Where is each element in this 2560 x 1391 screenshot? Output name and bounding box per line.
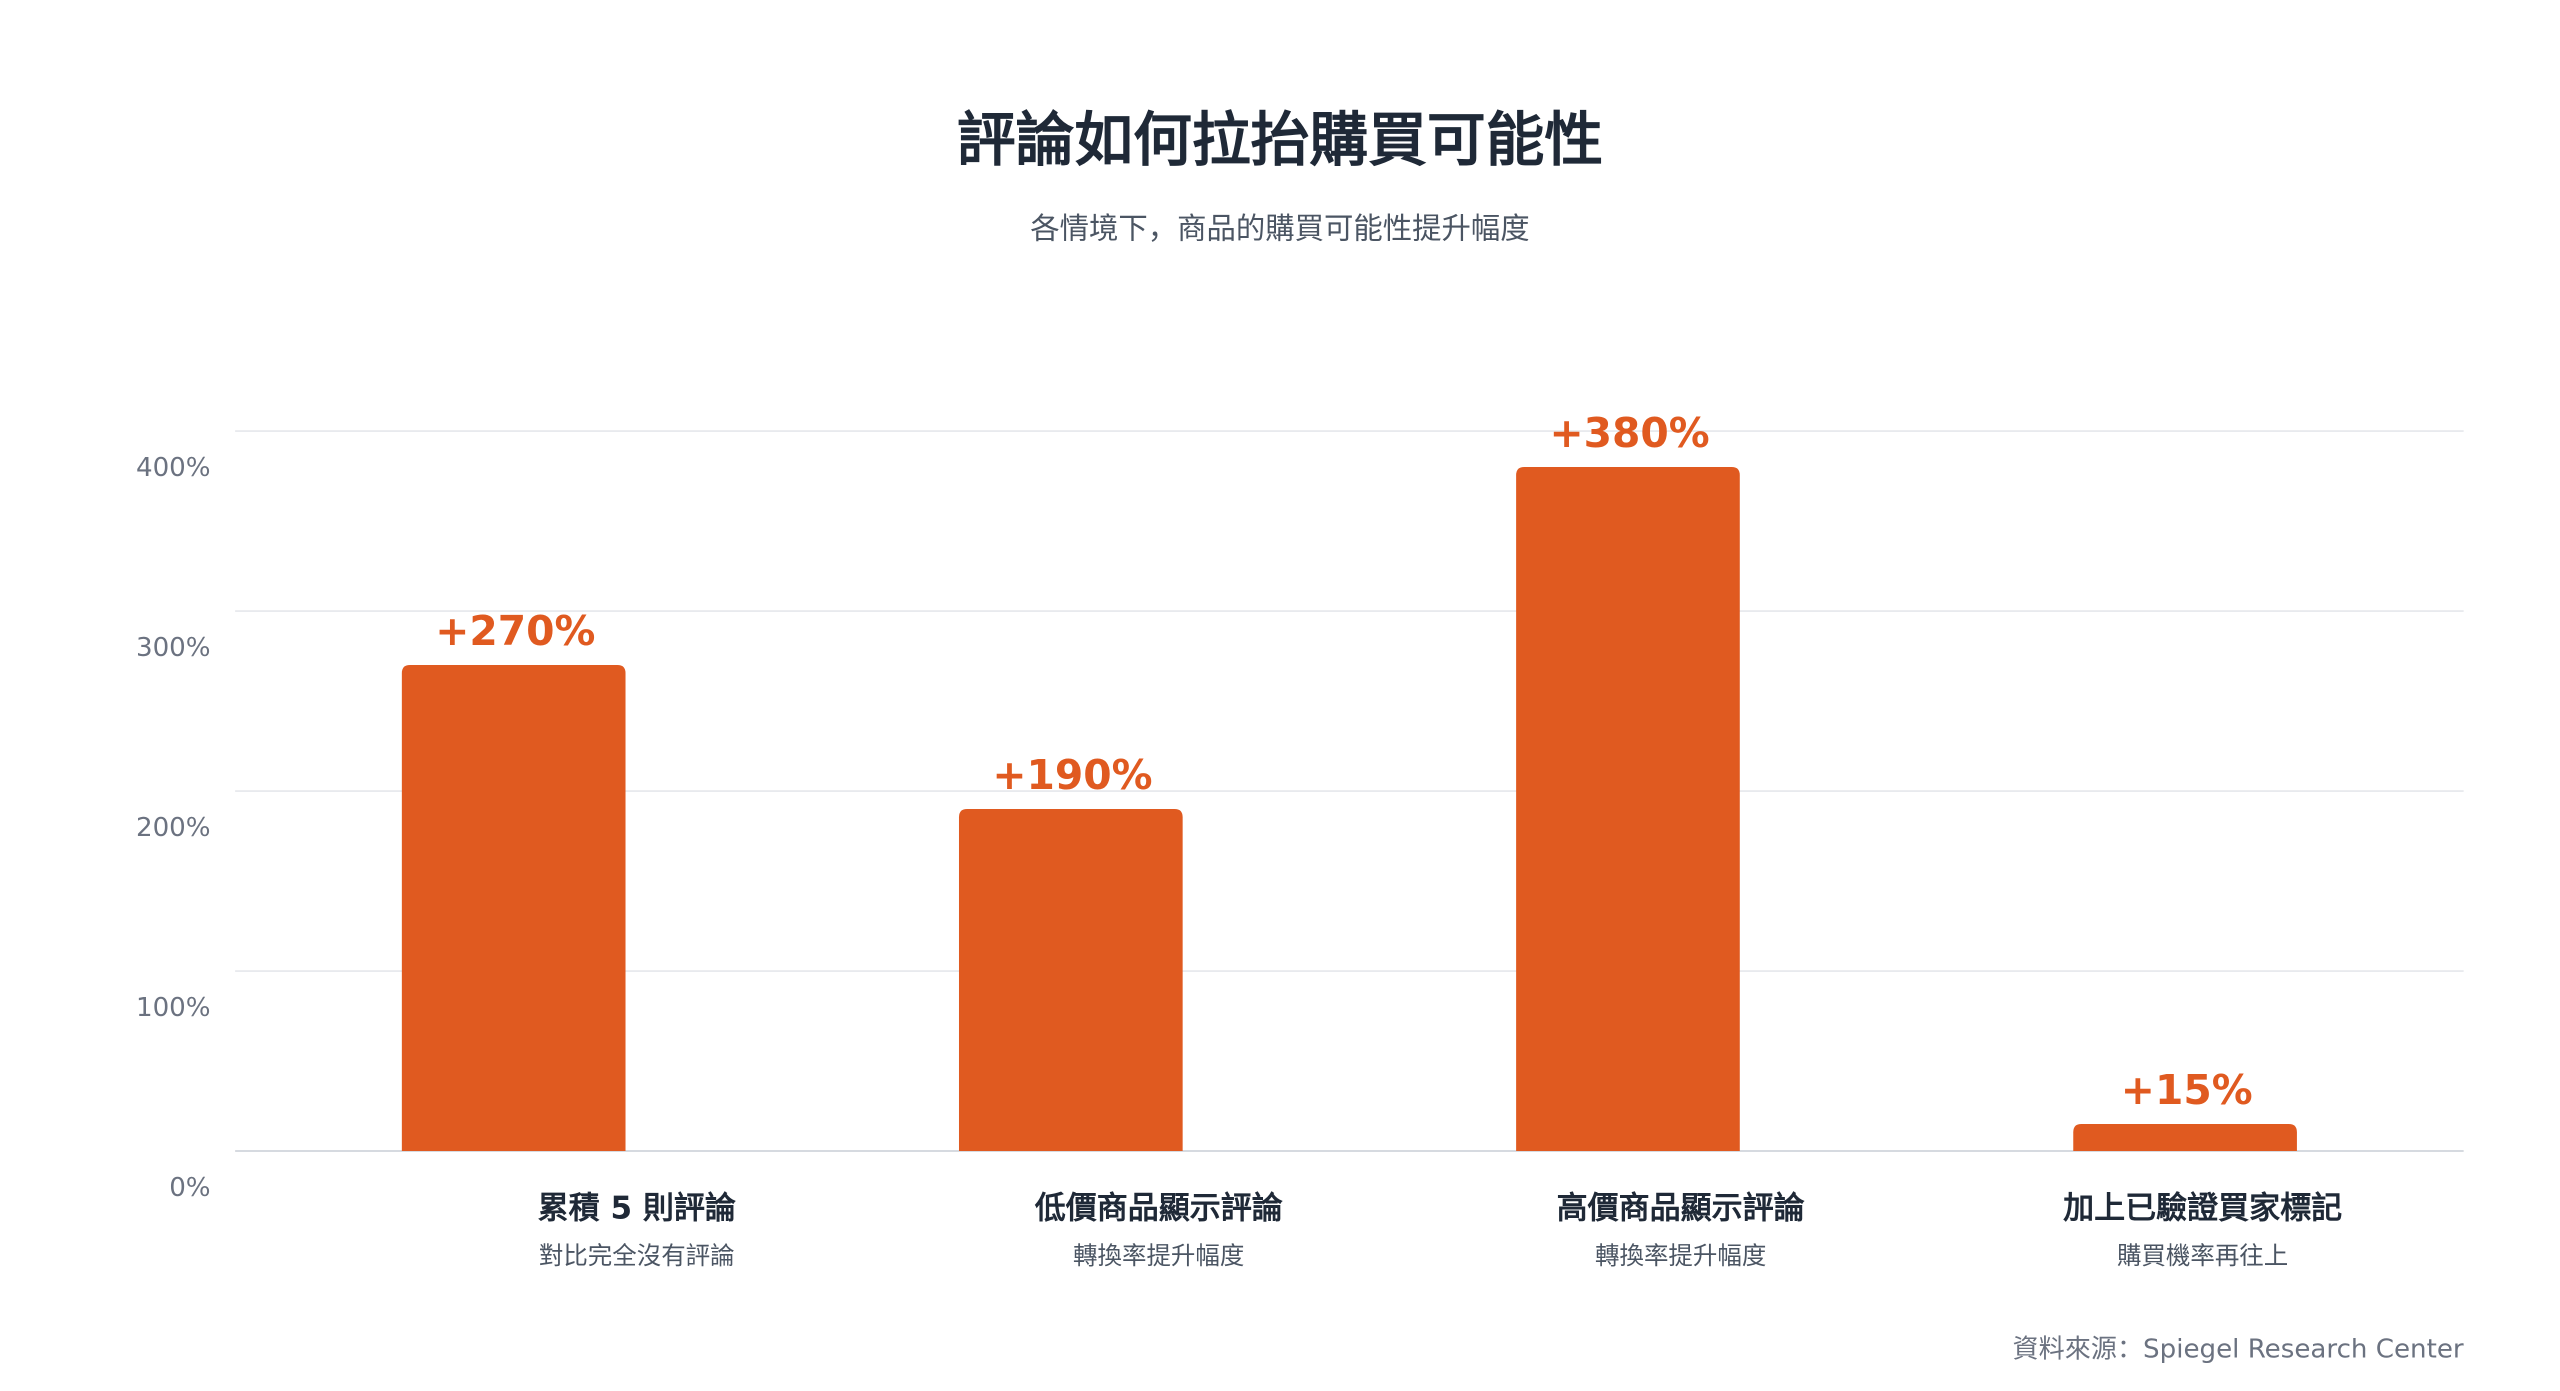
x-tick-label: 累積 5 則評論 <box>538 1190 736 1226</box>
x-tick-sublabel: 對比完全沒有評論 <box>539 1241 735 1270</box>
chart-subtitle: 各情境下，商品的購買可能性提升幅度 <box>1030 212 1529 246</box>
y-tick-label: 400% <box>136 453 211 483</box>
bar <box>401 665 626 1152</box>
x-tick-label: 加上已驗證買家標記 <box>2063 1190 2342 1226</box>
chart-title: 評論如何拉抬購買可能性 <box>957 105 1603 174</box>
x-tick-sublabel: 轉換率提升幅度 <box>1595 1241 1766 1270</box>
y-tick-label: 0% <box>169 1173 210 1203</box>
value-label: +380% <box>1549 409 1709 457</box>
bar <box>1516 467 1740 1152</box>
value-label: +15% <box>2121 1066 2253 1114</box>
x-tick-label: 低價商品顯示評論 <box>1034 1190 1283 1226</box>
value-label: +190% <box>992 751 1152 799</box>
y-tick-label: 300% <box>136 633 211 663</box>
x-tick-sublabel: 轉換率提升幅度 <box>1073 1241 1244 1270</box>
value-label: +270% <box>435 607 595 655</box>
y-tick-label: 100% <box>136 993 211 1023</box>
bar <box>2073 1124 2297 1152</box>
y-tick-label: 200% <box>136 813 211 843</box>
x-tick-label: 高價商品顯示評論 <box>1557 1190 1805 1226</box>
bar <box>958 809 1183 1152</box>
x-tick-sublabel: 購買機率再往上 <box>2117 1241 2288 1270</box>
source-note: 資料來源：Spiegel Research Center <box>2013 1335 2464 1365</box>
